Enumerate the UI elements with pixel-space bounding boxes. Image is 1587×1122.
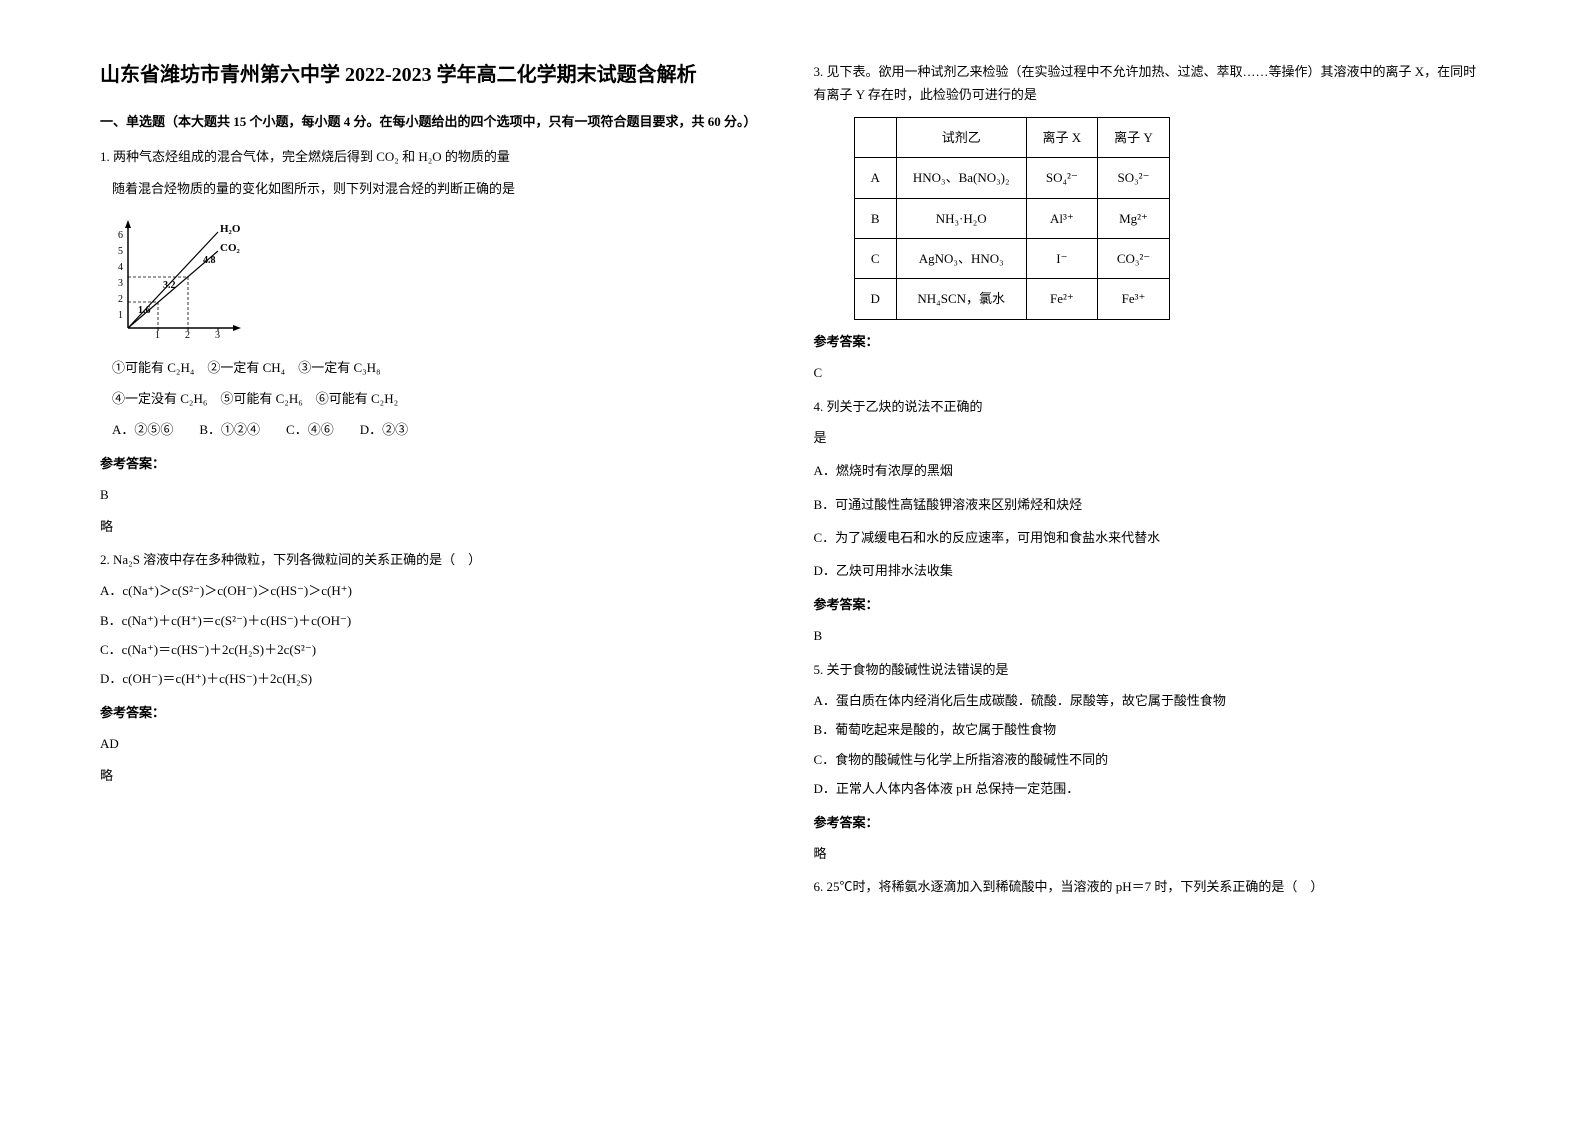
table-row: A HNO₃、Ba(NO₃)₂ SO₄²⁻ SO₃²⁻	[854, 158, 1169, 198]
cell: Mg²⁺	[1098, 198, 1170, 238]
svg-text:3: 3	[118, 278, 123, 289]
svg-text:1: 1	[118, 310, 123, 321]
question-3: 3. 见下表。欲用一种试剂乙来检验（在实验过程中不允许加热、过滤、萃取……等操作…	[814, 60, 1488, 385]
svg-text:4.8: 4.8	[203, 255, 216, 266]
q1-options: A．②⑤⑥ B．①②④ C．④⑥ D．②③	[112, 418, 774, 441]
q4-answer: B	[814, 624, 1488, 647]
q5-optC: C．食物的酸碱性与化学上所指溶液的酸碱性不同的	[814, 748, 1488, 771]
q5-optD: D．正常人人体内各体液 pH 总保持一定范围．	[814, 777, 1488, 800]
q4-optA: A．燃烧时有浓厚的黑烟	[814, 459, 1488, 482]
question-6: 6. 25℃时，将稀氨水逐滴加入到稀硫酸中，当溶液的 pH＝7 时，下列关系正确…	[814, 875, 1488, 898]
cell: B	[854, 198, 896, 238]
svg-text:CO₂: CO₂	[220, 242, 241, 254]
q2-answer-label: 参考答案：	[100, 701, 774, 724]
table-row: D NH₄SCN，氯水 Fe²⁺ Fe³⁺	[854, 279, 1169, 319]
th-ionx: 离子 X	[1026, 117, 1098, 157]
q1-answer: B	[100, 483, 774, 506]
q5-optA: A．蛋白质在体内经消化后生成碳酸．硫酸．尿酸等，故它属于酸性食物	[814, 689, 1488, 712]
q5-answer: 略	[814, 842, 1488, 865]
q2-optA: A．c(Na⁺)＞c(S²⁻)＞c(OH⁻)＞c(HS⁻)＞c(H⁺)	[100, 579, 774, 602]
q1-answer-label: 参考答案：	[100, 452, 774, 475]
q3-table: 试剂乙 离子 X 离子 Y A HNO₃、Ba(NO₃)₂ SO₄²⁻ SO₃²…	[854, 117, 1170, 320]
svg-text:1: 1	[155, 330, 160, 338]
svg-text:3: 3	[215, 330, 220, 338]
q1-sub: 随着混合烃物质的量的变化如图所示，则下列对混合烃的判断正确的是	[112, 177, 774, 200]
q4-optD: D．乙炔可用排水法收集	[814, 559, 1488, 582]
cell: A	[854, 158, 896, 198]
q4-answer-label: 参考答案：	[814, 593, 1488, 616]
q1-text: 1. 两种气态烃组成的混合气体，完全燃烧后得到 CO₂ 和 H₂O 的物质的量	[100, 145, 774, 168]
cell: D	[854, 279, 896, 319]
q2-note: 略	[100, 764, 774, 787]
q6-text: 6. 25℃时，将稀氨水逐滴加入到稀硫酸中，当溶液的 pH＝7 时，下列关系正确…	[814, 875, 1488, 898]
left-column: 山东省潍坊市青州第六中学 2022-2023 学年高二化学期末试题含解析 一、单…	[80, 60, 794, 1062]
svg-text:H₂O: H₂O	[220, 223, 241, 235]
q3-text: 3. 见下表。欲用一种试剂乙来检验（在实验过程中不允许加热、过滤、萃取……等操作…	[814, 60, 1488, 107]
document-title: 山东省潍坊市青州第六中学 2022-2023 学年高二化学期末试题含解析	[100, 60, 774, 90]
svg-text:4: 4	[118, 262, 123, 273]
svg-text:3.2: 3.2	[163, 280, 176, 291]
question-1: 1. 两种气态烃组成的混合气体，完全燃烧后得到 CO₂ 和 H₂O 的物质的量 …	[100, 145, 774, 538]
question-4: 4. 列关于乙炔的说法不正确的 是 A．燃烧时有浓厚的黑烟 B．可通过酸性高锰酸…	[814, 395, 1488, 648]
table-header-row: 试剂乙 离子 X 离子 Y	[854, 117, 1169, 157]
q4-text2: 是	[814, 426, 1488, 449]
cell: Al³⁺	[1026, 198, 1098, 238]
th-blank	[854, 117, 896, 157]
right-column: 3. 见下表。欲用一种试剂乙来检验（在实验过程中不允许加热、过滤、萃取……等操作…	[794, 60, 1508, 1062]
svg-text:6: 6	[118, 230, 123, 241]
question-2: 2. Na₂S 溶液中存在多种微粒，下列各微粒间的关系正确的是（ ） A．c(N…	[100, 548, 774, 787]
q2-optB: B．c(Na⁺)＋c(H⁺)＝c(S²⁻)＋c(HS⁻)＋c(OH⁻)	[100, 609, 774, 632]
section-header: 一、单选题（本大题共 15 个小题，每小题 4 分。在每小题给出的四个选项中，只…	[100, 110, 774, 133]
q4-optC: C．为了减缓电石和水的反应速率，可用饱和食盐水来代替水	[814, 526, 1488, 549]
cell: SO₃²⁻	[1098, 158, 1170, 198]
q1-choices2: ④一定没有 C₂H₆ ⑤可能有 C₂H₆ ⑥可能有 C₂H₂	[112, 387, 774, 410]
svg-text:2: 2	[185, 330, 190, 338]
cell: NH₄SCN，氯水	[896, 279, 1026, 319]
q5-optB: B．葡萄吃起来是酸的，故它属于酸性食物	[814, 718, 1488, 741]
q4-optB: B．可通过酸性高锰酸钾溶液来区别烯烃和炔烃	[814, 493, 1488, 516]
cell: C	[854, 238, 896, 278]
svg-text:5: 5	[118, 246, 123, 257]
q5-answer-label: 参考答案：	[814, 811, 1488, 834]
question-5: 5. 关于食物的酸碱性说法错误的是 A．蛋白质在体内经消化后生成碳酸．硫酸．尿酸…	[814, 658, 1488, 866]
cell: Fe³⁺	[1098, 279, 1170, 319]
q2-optD: D．c(OH⁻)＝c(H⁺)＋c(HS⁻)＋2c(H₂S)	[100, 667, 774, 690]
svg-text:2: 2	[118, 294, 123, 305]
svg-text:1.6: 1.6	[138, 305, 151, 316]
table-row: C AgNO₃、HNO₃ I⁻ CO₃²⁻	[854, 238, 1169, 278]
q1-note: 略	[100, 515, 774, 538]
cell: I⁻	[1026, 238, 1098, 278]
cell: NH₃·H₂O	[896, 198, 1026, 238]
table-row: B NH₃·H₂O Al³⁺ Mg²⁺	[854, 198, 1169, 238]
q3-answer-label: 参考答案：	[814, 330, 1488, 353]
cell: SO₄²⁻	[1026, 158, 1098, 198]
cell: AgNO₃、HNO₃	[896, 238, 1026, 278]
q5-text: 5. 关于食物的酸碱性说法错误的是	[814, 658, 1488, 681]
cell: CO₃²⁻	[1098, 238, 1170, 278]
th-iony: 离子 Y	[1098, 117, 1170, 157]
q2-answer: AD	[100, 732, 774, 755]
q1-chart: H₂O CO₂ 4.8 1.6 3.2 1 2 3 4 5 6 1 2 3	[108, 218, 248, 338]
q3-answer: C	[814, 361, 1488, 384]
q2-optC: C．c(Na⁺)＝c(HS⁻)＋2c(H₂S)＋2c(S²⁻)	[100, 638, 774, 661]
cell: HNO₃、Ba(NO₃)₂	[896, 158, 1026, 198]
th-reagent: 试剂乙	[896, 117, 1026, 157]
q1-choices1: ①可能有 C₂H₄ ②一定有 CH₄ ③一定有 C₃H₈	[112, 356, 774, 379]
q2-text: 2. Na₂S 溶液中存在多种微粒，下列各微粒间的关系正确的是（ ）	[100, 548, 774, 571]
cell: Fe²⁺	[1026, 279, 1098, 319]
q4-text1: 4. 列关于乙炔的说法不正确的	[814, 395, 1488, 418]
